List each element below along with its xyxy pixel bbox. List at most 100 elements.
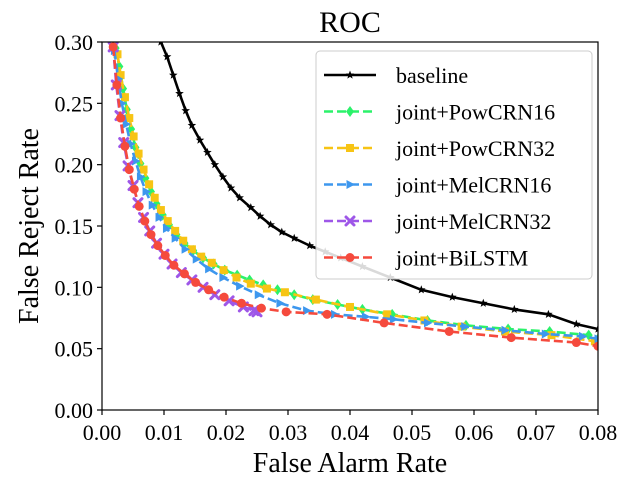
- data-point: [145, 180, 154, 189]
- legend-entry: joint+PowCRN32: [324, 136, 555, 161]
- data-point: [226, 183, 236, 192]
- data-point: [254, 290, 264, 300]
- legend-entry: joint+PowCRN16: [324, 100, 555, 125]
- data-point: [232, 273, 241, 282]
- data-point: [571, 338, 581, 348]
- legend-label: joint+PowCRN32: [395, 136, 555, 161]
- data-point: [544, 309, 553, 318]
- series-line: [113, 50, 598, 341]
- data-point: [205, 264, 214, 274]
- data-point: [424, 318, 433, 328]
- data-point: [444, 326, 454, 336]
- x-tick-label: 0.08: [579, 420, 618, 445]
- data-point: [142, 187, 152, 197]
- data-point: [113, 50, 122, 59]
- data-point: [219, 292, 229, 302]
- data-point: [218, 172, 228, 181]
- legend-marker: [345, 253, 355, 262]
- legend-box: [315, 50, 593, 280]
- data-point: [303, 306, 312, 316]
- legend-label: joint+MelCRN32: [395, 209, 551, 234]
- data-point: [162, 52, 172, 61]
- x-tick-label: 0.07: [517, 420, 556, 445]
- legend-entry: joint+MelCRN16: [324, 173, 551, 198]
- series-joint-powcrn32: [113, 50, 598, 346]
- x-tick-label: 0.03: [269, 420, 308, 445]
- data-point: [179, 236, 188, 245]
- data-point: [179, 269, 189, 279]
- data-point: [237, 298, 246, 308]
- data-point: [594, 334, 598, 344]
- data-point: [461, 322, 470, 332]
- data-point: [417, 285, 426, 294]
- data-point: [191, 277, 201, 287]
- data-point: [281, 307, 291, 317]
- legend-label: baseline: [396, 63, 468, 88]
- data-point: [246, 203, 256, 212]
- data-point: [255, 211, 265, 220]
- data-point: [246, 279, 255, 288]
- data-point: [510, 304, 519, 314]
- series-baseline: [158, 42, 598, 333]
- x-axis-title: False Alarm Rate: [253, 448, 447, 479]
- data-point: [125, 114, 134, 123]
- data-point: [181, 106, 190, 115]
- legend-label: joint+PowCRN16: [395, 100, 555, 125]
- x-tick-label: 0.00: [83, 420, 122, 445]
- data-point: [175, 89, 184, 98]
- data-point: [134, 201, 144, 211]
- legend: baseline joint+PowCRN16 joint+PowCRN32 join…: [315, 50, 593, 280]
- data-point: [541, 329, 551, 339]
- data-point: [501, 325, 510, 335]
- data-point: [160, 250, 170, 260]
- data-point: [289, 233, 299, 242]
- data-point: [379, 318, 389, 328]
- y-tick-label: 0.30: [55, 30, 94, 55]
- data-point: [195, 135, 205, 144]
- series-joint-melcrn16: [110, 46, 598, 344]
- data-point: [146, 230, 156, 240]
- x-tick-label: 0.04: [331, 420, 370, 445]
- data-point: [120, 141, 130, 151]
- data-point: [207, 258, 216, 267]
- y-tick-label: 0.05: [55, 337, 94, 362]
- data-point: [129, 184, 139, 194]
- data-point: [346, 302, 354, 311]
- data-point: [273, 284, 282, 296]
- x-tick-label: 0.01: [145, 420, 184, 445]
- y-tick-label: 0.20: [55, 153, 94, 178]
- data-point: [171, 226, 180, 235]
- data-point: [148, 200, 158, 210]
- data-point: [305, 241, 314, 250]
- data-point: [136, 172, 146, 182]
- data-point: [171, 233, 181, 243]
- data-point: [590, 337, 598, 346]
- y-tick-label: 0.25: [55, 91, 94, 116]
- axis-ticks: 0.00 0.01 0.02 0.03 0.04 0.05 0.06 0.07 0.08 0.00…: [55, 30, 618, 445]
- data-point: [236, 281, 245, 291]
- legend-entry: baseline: [324, 63, 468, 88]
- data-point: [120, 93, 129, 102]
- data-point: [203, 147, 212, 157]
- data-point: [169, 70, 178, 79]
- legend-marker: [346, 180, 355, 189]
- series-joint-bilstm: [108, 42, 598, 351]
- data-point: [140, 216, 150, 226]
- data-point: [506, 333, 516, 343]
- data-point: [311, 295, 320, 304]
- legend-marker: [346, 106, 354, 117]
- data-point: [280, 288, 289, 297]
- plot-area: [107, 42, 598, 351]
- legend-label: joint+MelCRN16: [395, 173, 551, 198]
- chart-title: ROC: [319, 6, 381, 39]
- data-point: [448, 292, 457, 301]
- data-point: [479, 298, 488, 307]
- data-point: [155, 212, 165, 222]
- data-point: [116, 71, 125, 80]
- data-point: [129, 132, 138, 141]
- legend-entry: joint+MelCRN32: [324, 209, 551, 234]
- data-point: [210, 160, 220, 169]
- data-point: [219, 266, 228, 275]
- legend-marker: [345, 70, 355, 79]
